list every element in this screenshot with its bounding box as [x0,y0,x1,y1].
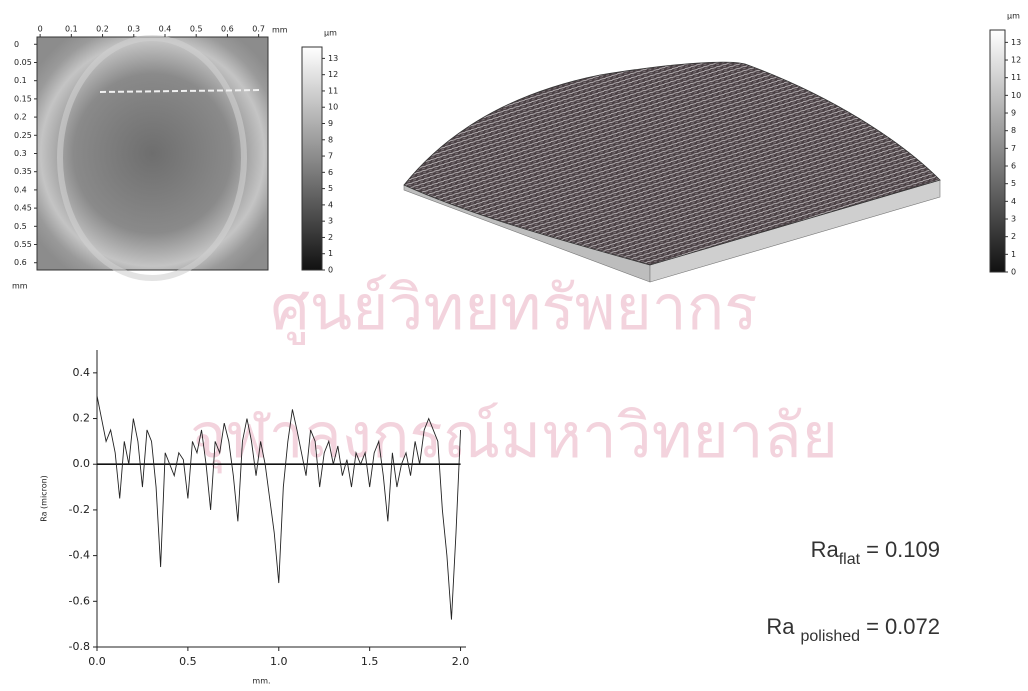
colorbar-tick-label: 12 [328,70,338,79]
colorbar-tick-label: 10 [328,103,338,112]
x-tick-label: 0.3 [127,25,140,34]
y-tick-label: 0.55 [14,240,32,249]
x-tick-label: 1.0 [270,655,288,668]
equation-symbol: Ra [811,537,840,562]
colorbar-tick-label: 0 [328,266,333,275]
watermark-text: ศูนย์วิทยทรัพยากร [270,271,757,345]
colorbar-tick-label: 9 [328,119,333,128]
y-tick-label: -0.2 [69,503,90,516]
equation-subscript: polished [800,628,860,645]
equation-value: 0.109 [885,537,940,562]
colorbar-tick-label: 6 [328,168,333,177]
colorbar-tick-label: 4 [328,200,333,209]
x-tick-label: 0.4 [159,25,172,34]
equation: Raflat = 0.109 [811,537,940,568]
colorbar-tick-label: 0 [1011,268,1016,277]
y-tick-label: 0.2 [73,412,91,425]
colorbar-tick-label: 9 [1011,109,1016,118]
heatmap-figure: 0 0.1 0.2 0.3 0.4 0.5 0.6 0.7 0 0.05 0.1 0.15 0.2 0.2… [12,25,338,291]
surface-top [403,61,941,266]
y-tick-label: 0.05 [14,58,32,67]
heatmap-image [36,36,269,271]
y-tick-label: 0.3 [14,149,27,158]
y-axis-label: Ra (micron) [40,475,49,522]
x-tick-label: 0.1 [65,25,78,34]
heatmap-streak [99,89,263,93]
equation-symbol: Ra [766,614,795,639]
x-unit: mm [272,26,288,35]
colorbar-tick-label: 5 [1011,179,1016,188]
y-tick-label: 0.0 [73,457,91,470]
colorbar-tick-label: 1 [1011,250,1016,259]
colorbar-label: µm [324,29,337,38]
equation: Ra polished = 0.072 [766,614,940,645]
y-tick-label: 0.2 [14,113,27,122]
x-tick-label: 2.0 [452,655,470,668]
colorbar-tick-label: 13 [1011,38,1021,47]
x-tick-label: 1.5 [361,655,379,668]
watermark-text: จุฬาลงกรณ์มหาวิทยาลัย [190,399,838,473]
colorbar-label: µm [1007,12,1020,21]
equation-relation: = [866,537,879,562]
x-tick-label: 0.5 [190,25,203,34]
colorbar-tick-label: 8 [1011,126,1016,135]
x-tick-label: 0 [38,25,43,34]
y-tick-label: 0.35 [14,167,32,176]
colorbar-tick-label: 2 [328,233,333,242]
y-tick-label: 0.4 [73,366,91,379]
x-tick-label: 0.5 [179,655,197,668]
equation-relation: = [866,614,879,639]
y-tick-label: 0.15 [14,94,32,103]
colorbar-tick-label: 2 [1011,232,1016,241]
colorbar-tick-label: 1 [328,249,333,258]
colorbar-tick-label: 7 [328,152,333,161]
colorbar-tick-label: 3 [328,217,333,226]
x-tick-label: 0.2 [96,25,109,34]
profile-chart: -0.8 -0.6 -0.4 -0.2 0.0 0.2 0.4 0.0 0.5 1.0 1.5 2.0… [40,350,470,686]
colorbar-tick-label: 7 [1011,144,1016,153]
y-tick-label: -0.8 [69,640,90,653]
heatmap-ring [57,35,247,281]
y-tick-label: 0.45 [14,204,32,213]
equation-value: 0.072 [885,614,940,639]
colorbar [301,46,323,271]
y-tick-label: -0.6 [69,594,90,607]
colorbar-tick-label: 3 [1011,215,1016,224]
colorbar-tick-label: 11 [328,86,338,95]
y-unit: mm [12,282,28,291]
y-tick-label: 0.25 [14,131,32,140]
colorbar-tick-label: 5 [328,184,333,193]
x-axis-label: mm. [252,677,270,686]
profile-line [96,395,461,620]
y-tick-label: 0 [14,40,19,49]
x-tick-label: 0.6 [221,25,234,34]
colorbar-tick-label: 13 [328,54,338,63]
y-tick-label: 0.1 [14,76,27,85]
colorbar-tick-label: 10 [1011,91,1021,100]
colorbar-tick-label: 11 [1011,73,1021,82]
colorbar [989,29,1006,273]
colorbar-tick-label: 4 [1011,197,1016,206]
x-tick-label: 0.7 [252,25,265,34]
y-tick-label: -0.4 [69,549,90,562]
equation-subscript: flat [839,551,861,568]
x-tick-label: 0.0 [88,655,106,668]
colorbar-tick-label: 8 [328,135,333,144]
colorbar-tick-label: 12 [1011,56,1021,65]
y-tick-label: 0.4 [14,185,27,194]
y-tick-label: 0.5 [14,222,27,231]
y-tick-label: 0.6 [14,258,27,267]
colorbar-tick-label: 6 [1011,162,1016,171]
